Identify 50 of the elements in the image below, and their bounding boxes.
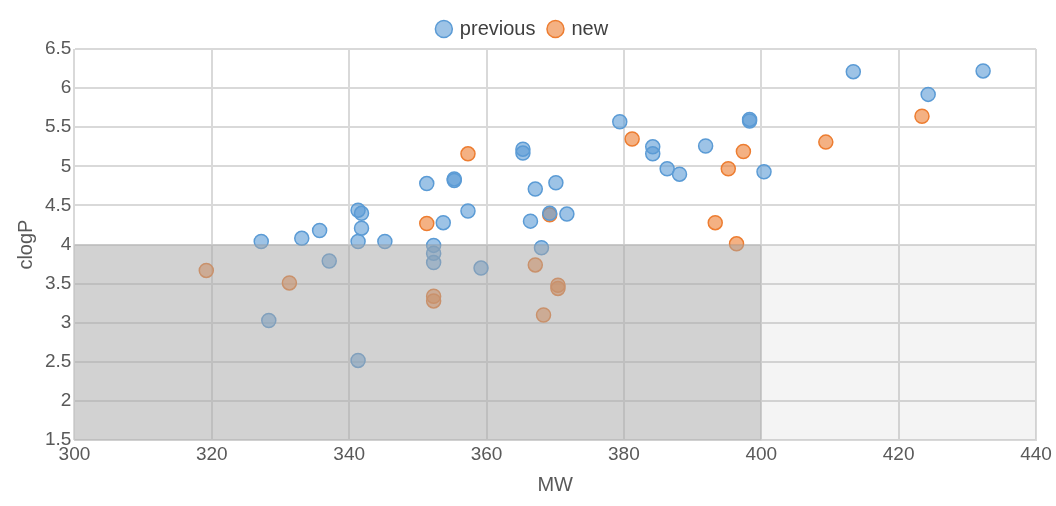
point [460, 203, 476, 219]
y-tick-label: 2 [60, 389, 72, 411]
point [559, 206, 575, 222]
legend-label: previous [459, 16, 536, 39]
point [920, 86, 936, 103]
point [527, 181, 544, 197]
x-tick-label: 400 [745, 442, 778, 464]
y-tick-label: 6.5 [44, 37, 72, 59]
y-axis-title: clogP [13, 219, 36, 270]
point [914, 108, 930, 125]
point [460, 146, 476, 162]
y-tick-label: 5 [60, 154, 72, 176]
point [548, 175, 564, 191]
point [294, 230, 310, 247]
point [435, 214, 451, 231]
point [756, 164, 772, 180]
point [697, 138, 714, 154]
point [644, 146, 661, 162]
point [353, 220, 370, 236]
x-axis-title: MW [537, 472, 574, 495]
y-tick-label: 4.5 [44, 193, 72, 215]
point [515, 145, 531, 161]
point [671, 166, 688, 182]
point [720, 160, 737, 177]
point [975, 63, 991, 79]
x-tick-label: 320 [195, 442, 228, 464]
y-tick-label: 4 [60, 232, 72, 254]
point [818, 134, 834, 150]
point [419, 215, 435, 232]
point [419, 175, 435, 192]
x-tick-label: 380 [608, 442, 640, 464]
legend-label: new [571, 16, 609, 39]
y-tick-label: 3 [60, 311, 72, 333]
point [311, 222, 328, 239]
point [845, 63, 862, 80]
point [624, 131, 640, 147]
x-tick-label: 360 [470, 442, 503, 464]
point [735, 143, 752, 160]
point [612, 114, 628, 130]
y-tick-label: 5.5 [44, 115, 72, 137]
point [522, 213, 539, 229]
y-tick-label: 3.5 [44, 271, 72, 293]
point [353, 205, 370, 222]
x-tick-label: 340 [333, 442, 365, 464]
y-tick-label: 6 [60, 76, 72, 98]
point [659, 160, 675, 177]
x-tick-label: 440 [1020, 442, 1052, 464]
y-tick-label: 2.5 [44, 350, 72, 372]
point [707, 214, 723, 231]
x-tick-label: 420 [882, 442, 915, 464]
